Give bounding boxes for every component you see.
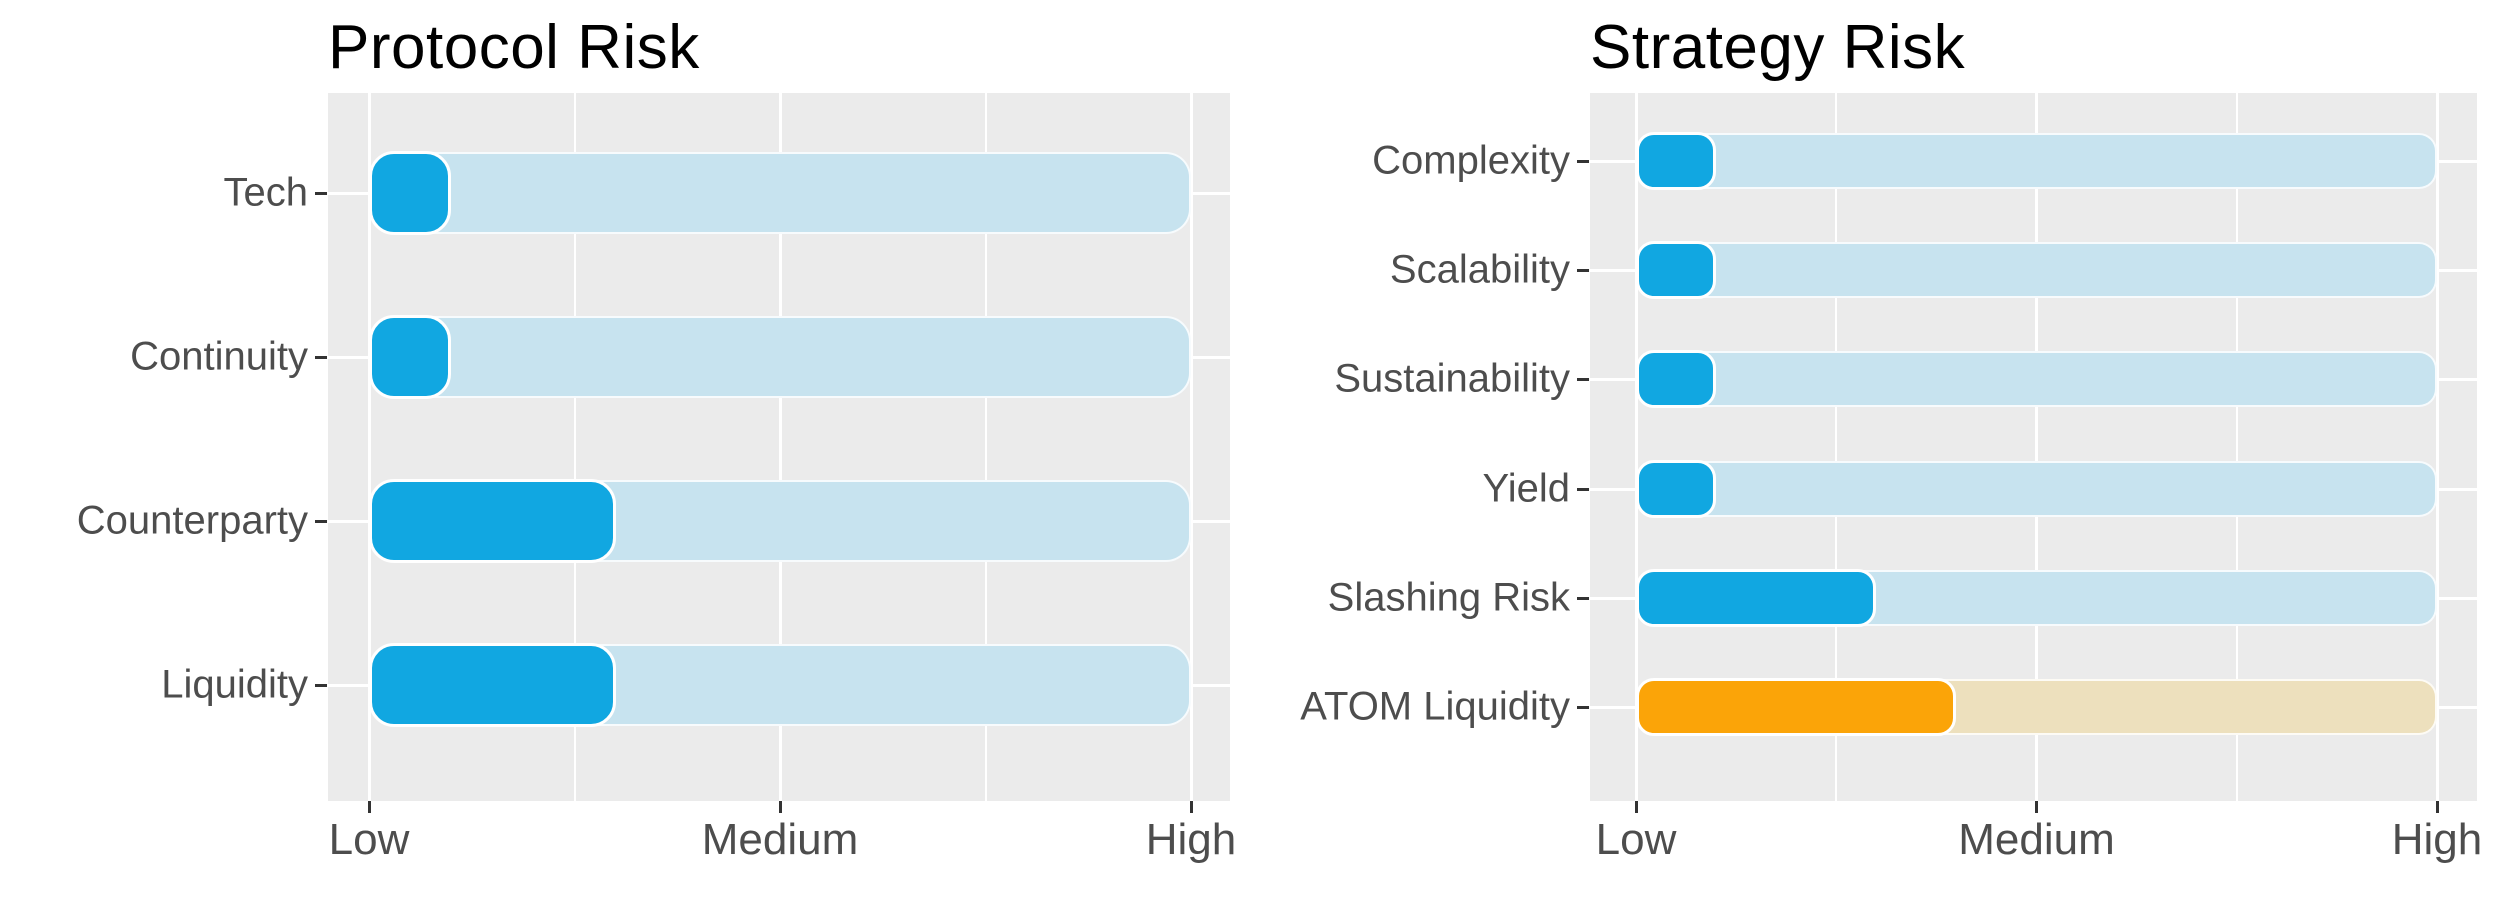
- x-axis-tick: [1189, 801, 1193, 813]
- x-axis-tick: [2435, 801, 2439, 813]
- bar-fill-liquidity: [369, 643, 616, 727]
- bar-track-continuity: [369, 316, 1191, 398]
- bar-fill-yield: [1636, 460, 1716, 518]
- y-axis-tick: [1577, 377, 1589, 381]
- gridline-minor-x: [2235, 93, 2238, 801]
- x-axis-label-high: High: [2391, 815, 2483, 864]
- y-axis-label-liquidity: Liquidity: [161, 662, 308, 707]
- bar-fill-scalability: [1636, 241, 1716, 299]
- x-axis-tick: [1634, 801, 1638, 813]
- strategy-risk-title: Strategy Risk: [1590, 13, 1966, 82]
- x-axis-label-low: Low: [1595, 815, 1677, 864]
- gridline-major-x: [2435, 93, 2439, 801]
- gridline-major-x: [1189, 93, 1193, 801]
- bar-fill-continuity: [369, 315, 451, 399]
- gridline-minor-x: [1835, 93, 1838, 801]
- y-axis-tick: [1577, 596, 1589, 600]
- y-axis-tick: [1577, 268, 1589, 272]
- y-axis-label-yield: Yield: [1482, 466, 1570, 511]
- bar-fill-slashing-risk: [1636, 569, 1876, 627]
- y-axis-label-sustainability: Sustainability: [1334, 356, 1570, 401]
- y-axis-tick: [315, 683, 327, 687]
- bar-track-scalability: [1636, 242, 2437, 298]
- protocol-risk-plot-panel: [328, 93, 1230, 801]
- y-axis-label-atom-liquidity: ATOM Liquidity: [1300, 684, 1570, 729]
- y-axis-label-continuity: Continuity: [130, 334, 308, 379]
- gridline-minor-x: [573, 93, 576, 801]
- x-axis-label-medium: Medium: [701, 815, 859, 864]
- y-axis-tick: [1577, 159, 1589, 163]
- x-axis-label-medium: Medium: [1958, 815, 2115, 864]
- strategy-risk-plot-panel: [1590, 93, 2477, 801]
- bar-fill-sustainability: [1636, 350, 1716, 408]
- gridline-major-x: [367, 93, 371, 801]
- gridline-major-x: [2035, 93, 2038, 801]
- bar-fill-complexity: [1636, 132, 1716, 190]
- bar-track-sustainability: [1636, 351, 2437, 407]
- protocol-risk-title: Protocol Risk: [328, 13, 700, 82]
- y-axis-tick: [1577, 487, 1589, 491]
- bar-fill-atom-liquidity: [1636, 678, 1956, 736]
- x-axis-tick: [367, 801, 371, 813]
- x-axis-tick: [2035, 801, 2038, 813]
- bar-track-yield: [1636, 461, 2437, 517]
- x-axis-label-high: High: [1145, 815, 1237, 864]
- y-axis-label-slashing-risk: Slashing Risk: [1327, 575, 1570, 620]
- y-axis-label-counterparty: Counterparty: [76, 498, 308, 543]
- x-axis-label-low: Low: [328, 815, 410, 864]
- bar-track-tech: [369, 152, 1191, 234]
- y-axis-label-scalability: Scalability: [1389, 247, 1570, 292]
- bar-fill-tech: [369, 151, 451, 235]
- y-axis-tick: [315, 519, 327, 523]
- gridline-major-x: [778, 93, 782, 801]
- y-axis-tick: [315, 355, 327, 359]
- gridline-major-x: [1634, 93, 1638, 801]
- y-axis-tick: [315, 191, 327, 195]
- x-axis-tick: [778, 801, 782, 813]
- y-axis-tick: [1577, 705, 1589, 709]
- bar-fill-counterparty: [369, 479, 616, 563]
- y-axis-label-complexity: Complexity: [1372, 138, 1570, 183]
- gridline-minor-x: [984, 93, 987, 801]
- bar-track-complexity: [1636, 133, 2437, 189]
- y-axis-label-tech: Tech: [223, 170, 309, 215]
